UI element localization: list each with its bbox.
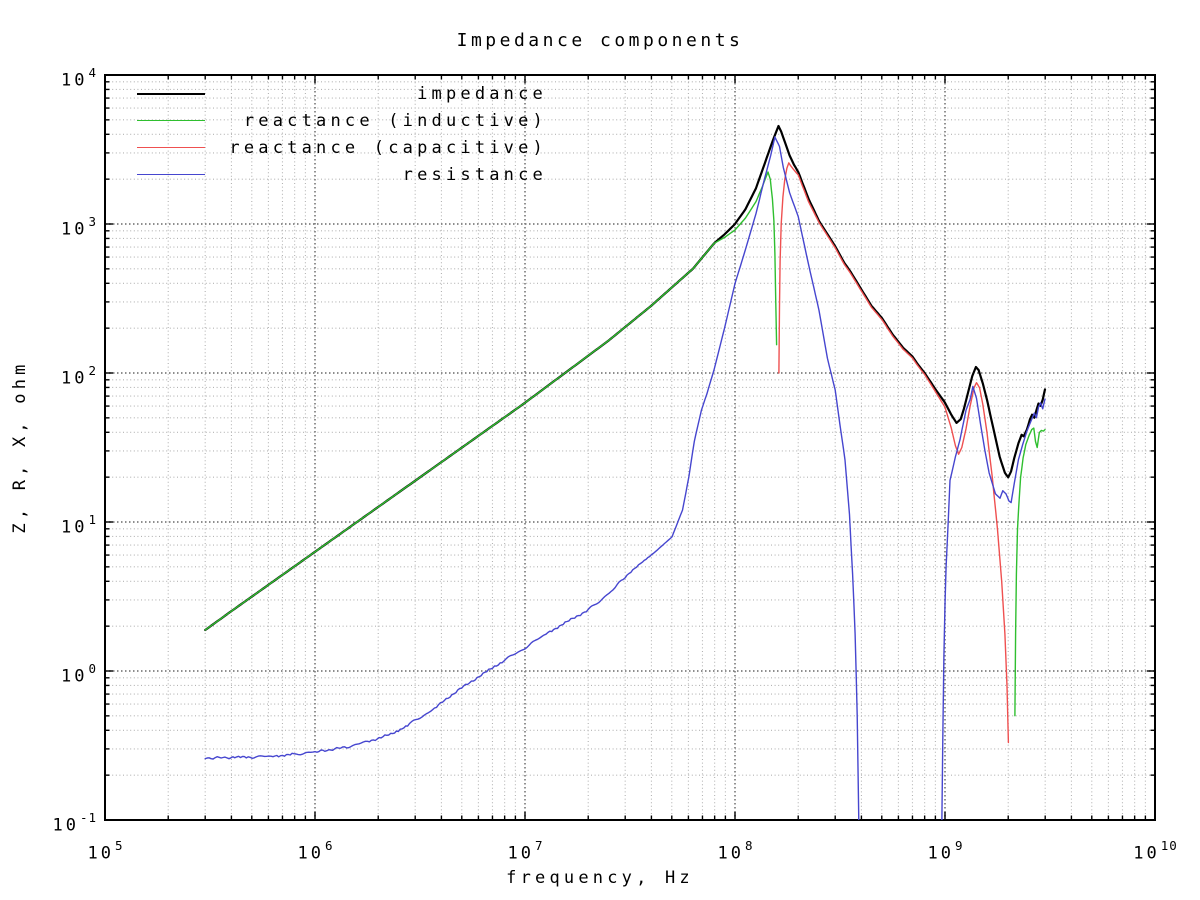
y-axis-title: Z, R, X, ohm xyxy=(10,360,30,534)
curves xyxy=(204,124,1047,820)
y-tick-label-1e2: 102 xyxy=(60,363,97,389)
x-tick-label-1e9: 109 xyxy=(927,838,964,864)
grid-major xyxy=(105,75,1155,820)
legend-line-sample-reactance-inductive xyxy=(137,120,205,121)
y-tick-label-1e0: 100 xyxy=(60,661,97,687)
axis-ticks xyxy=(104,74,1156,821)
legend-item-reactance-capacitive: reactance (capacitive) xyxy=(115,134,555,161)
x-tick-label-1e8: 108 xyxy=(717,838,754,864)
series-resistance-seg1 xyxy=(204,136,860,820)
legend: impedance reactance (inductive) reactance … xyxy=(115,80,555,188)
chart-title: Impedance components xyxy=(456,30,744,51)
legend-item-impedance: impedance xyxy=(115,80,555,107)
y-tick-label-1e-1: 10-1 xyxy=(52,810,97,836)
y-tick-label-1e1: 101 xyxy=(60,512,97,538)
legend-label-reactance-capacitive: reactance (capacitive) xyxy=(229,137,547,158)
legend-line-sample-impedance xyxy=(137,92,205,95)
legend-line-sample-reactance-capacitive xyxy=(137,147,205,148)
x-tick-label-1e7: 107 xyxy=(507,838,544,864)
series-resistance-seg2 xyxy=(941,385,1046,820)
series-reactance-capacitive xyxy=(778,162,1010,744)
legend-label-reactance-inductive: reactance (inductive) xyxy=(243,110,547,131)
legend-label-impedance: impedance xyxy=(417,83,547,104)
legend-item-resistance: resistance xyxy=(115,161,555,188)
x-tick-label-1e5: 105 xyxy=(87,838,124,864)
series-reactance-inductive-seg2 xyxy=(1014,427,1046,717)
plot-border xyxy=(104,74,1156,821)
x-tick-label-1e10: 1010 xyxy=(1133,838,1178,864)
legend-item-reactance-inductive: reactance (inductive) xyxy=(115,107,555,134)
y-tick-label-1e3: 103 xyxy=(60,214,97,240)
y-tick-label-1e4: 104 xyxy=(60,65,97,91)
legend-label-resistance: resistance xyxy=(402,164,547,185)
legend-line-sample-resistance xyxy=(137,174,205,175)
x-axis-title: frequency, Hz xyxy=(506,868,694,888)
series-reactance-inductive-seg1 xyxy=(204,171,778,631)
x-tick-label-1e6: 106 xyxy=(297,838,334,864)
